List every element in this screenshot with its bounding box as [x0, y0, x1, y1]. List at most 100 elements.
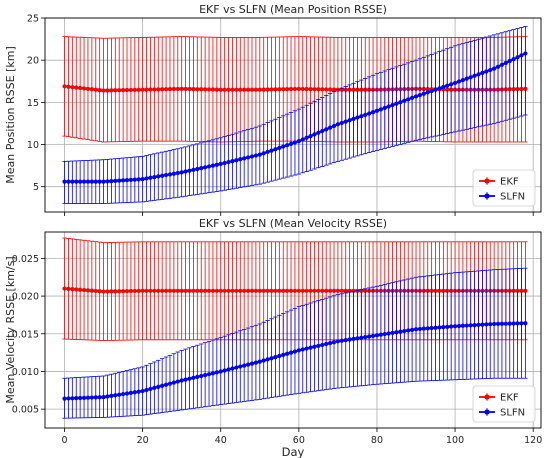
- y-tick-label: 10: [27, 140, 39, 151]
- data-point: [370, 333, 376, 338]
- data-point: [285, 351, 290, 356]
- chart-title: EKF vs SLFN (Mean Position RSSE): [199, 3, 387, 16]
- legend-marker: [484, 394, 490, 400]
- data-point: [269, 356, 274, 361]
- data-point: [257, 152, 262, 157]
- data-point: [386, 104, 391, 109]
- data-point: [179, 170, 184, 175]
- data-point: [261, 87, 266, 92]
- x-tick-label: 120: [524, 435, 542, 446]
- data-point: [105, 179, 110, 184]
- data-point: [285, 87, 290, 92]
- data-point: [167, 288, 173, 293]
- data-point: [269, 288, 274, 293]
- y-tick-label: 0.020: [12, 292, 39, 303]
- data-point: [367, 111, 372, 116]
- data-point: [81, 179, 87, 184]
- legend: EKF SLFN: [472, 385, 536, 423]
- data-point: [160, 383, 165, 388]
- data-point: [117, 178, 122, 183]
- data-point: [152, 385, 157, 390]
- data-point: [210, 371, 216, 376]
- data-point: [499, 62, 505, 67]
- data-point: [226, 159, 231, 165]
- data-point: [62, 84, 67, 89]
- data-point: [214, 370, 219, 375]
- data-point: [105, 88, 110, 93]
- data-point: [81, 86, 87, 91]
- data-point: [140, 87, 145, 92]
- data-point: [265, 87, 270, 92]
- data-point: [304, 288, 309, 293]
- data-point: [230, 366, 235, 371]
- y-axis-label: Mean Velocity RSSE [km/s]: [4, 256, 17, 403]
- data-point: [97, 289, 102, 294]
- data-point: [206, 87, 212, 92]
- data-point: [285, 143, 290, 148]
- data-point: [226, 367, 231, 372]
- data-point: [351, 116, 356, 121]
- data-point: [66, 84, 71, 89]
- data-point: [507, 58, 512, 64]
- data-point: [425, 90, 430, 95]
- data-point: [269, 87, 274, 92]
- data-point: [70, 179, 75, 184]
- data-point: [113, 289, 118, 294]
- data-point: [410, 95, 415, 100]
- data-point: [140, 388, 145, 394]
- data-point: [109, 289, 114, 294]
- data-point: [81, 287, 87, 293]
- data-point: [331, 288, 337, 293]
- data-point: [347, 337, 352, 342]
- data-point: [304, 135, 309, 140]
- data-point: [234, 288, 239, 293]
- data-point: [316, 87, 321, 92]
- data-point: [331, 123, 337, 129]
- data-point: [285, 288, 290, 293]
- data-point: [468, 323, 473, 328]
- data-point: [89, 87, 94, 92]
- data-point: [374, 333, 380, 338]
- data-point: [78, 287, 83, 292]
- data-point: [441, 84, 446, 90]
- data-point: [191, 288, 196, 293]
- data-point: [66, 179, 71, 184]
- data-point: [261, 151, 266, 156]
- data-point: [413, 94, 419, 99]
- data-point: [195, 374, 200, 379]
- data-point: [359, 114, 364, 119]
- data-point: [316, 343, 321, 348]
- legend-label: SLFN: [500, 408, 525, 419]
- data-point: [316, 130, 321, 135]
- data-point: [425, 326, 430, 331]
- series-ekf: [62, 36, 528, 143]
- x-tick-label: 40: [215, 435, 227, 446]
- data-point: [339, 120, 344, 126]
- legend-label: SLFN: [500, 192, 525, 203]
- data-point: [257, 359, 262, 364]
- data-point: [128, 177, 134, 182]
- data-point: [488, 322, 493, 327]
- data-point: [218, 288, 223, 293]
- data-point: [93, 288, 98, 294]
- data-point: [277, 145, 282, 150]
- data-point: [417, 326, 423, 332]
- data-point: [128, 390, 134, 395]
- data-point: [449, 82, 454, 87]
- data-point: [320, 87, 325, 92]
- data-point: [484, 69, 489, 74]
- data-point: [523, 51, 528, 56]
- data-point: [78, 179, 83, 184]
- data-point: [261, 358, 266, 363]
- data-point: [109, 88, 114, 93]
- legend-marker: [484, 409, 490, 415]
- data-point: [144, 387, 149, 393]
- data-point: [203, 372, 208, 378]
- data-point: [492, 321, 497, 327]
- data-point: [328, 87, 333, 92]
- data-point: [66, 396, 71, 401]
- data-point: [363, 334, 368, 340]
- data-point: [292, 86, 298, 92]
- data-point: [175, 170, 180, 176]
- data-point: [105, 289, 110, 294]
